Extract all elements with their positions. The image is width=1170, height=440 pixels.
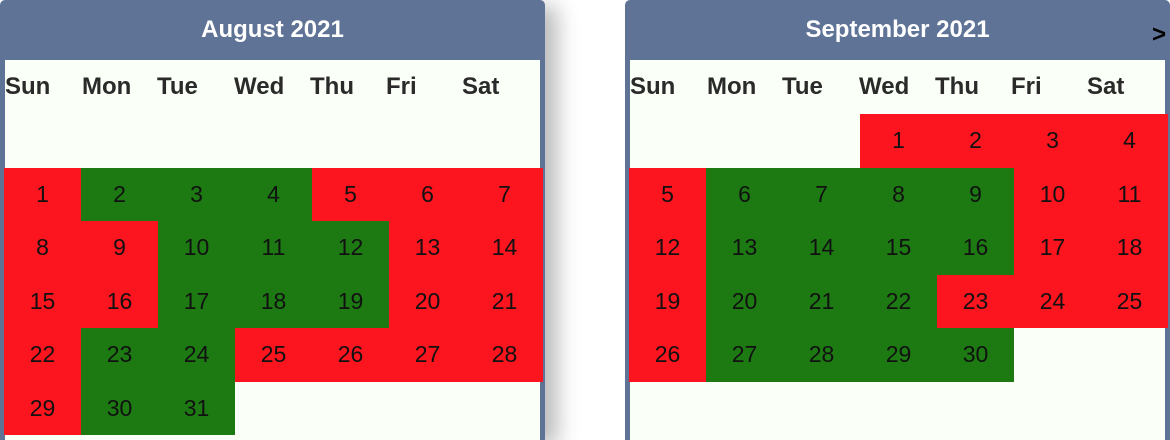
day-cell[interactable]: 6 — [389, 167, 466, 221]
month-title: August 2021 — [201, 16, 344, 43]
day-cell[interactable]: 1 — [860, 114, 937, 168]
weekday-header-2: Tue — [157, 73, 198, 100]
weekday-header-5: Fri — [386, 73, 417, 100]
day-cell[interactable]: 7 — [466, 167, 543, 221]
day-cell[interactable]: 5 — [629, 167, 706, 221]
day-cell[interactable]: 31 — [158, 381, 235, 435]
calendar-august: August 2021 Sun Mon Tue Wed Thu Fri Sat 1 2 3 4 5 6 7… — [0, 0, 545, 440]
weekday-header-0: Sun — [630, 73, 676, 100]
day-cell[interactable]: 2 — [81, 167, 158, 221]
day-cell[interactable]: 22 — [860, 274, 937, 328]
day-cell[interactable]: 3 — [1014, 114, 1091, 168]
next-month-button[interactable]: > — [1151, 21, 1166, 48]
day-cell[interactable]: 17 — [1014, 221, 1091, 275]
day-cell[interactable]: 12 — [312, 221, 389, 275]
weekday-header-5: Fri — [1011, 73, 1042, 100]
day-cell[interactable]: 10 — [1014, 167, 1091, 221]
day-cell[interactable]: 18 — [1091, 221, 1168, 275]
weekday-header-0: Sun — [5, 73, 51, 100]
day-cell[interactable]: 15 — [4, 274, 81, 328]
calendar-september: September 2021 > Sun Mon Tue Wed Thu Fri Sat 1 2… — [625, 0, 1170, 440]
day-cell[interactable]: 4 — [235, 167, 312, 221]
day-cell[interactable]: 2 — [937, 114, 1014, 168]
day-cell[interactable]: 4 — [1091, 114, 1168, 168]
day-cell[interactable]: 28 — [783, 328, 860, 382]
day-cell[interactable]: 15 — [860, 221, 937, 275]
day-cell[interactable]: 27 — [706, 328, 783, 382]
day-cell[interactable]: 8 — [4, 221, 81, 275]
day-cell[interactable]: 3 — [158, 167, 235, 221]
day-cell[interactable]: 23 — [81, 328, 158, 382]
calendar-grid: Sun Mon Tue Wed Thu Fri Sat 1 2 3 4 5 6 7 8 9 10 11 12 13 14… — [629, 60, 1168, 440]
day-cell[interactable]: 20 — [706, 274, 783, 328]
weekday-header-1: Mon — [707, 73, 757, 100]
day-cell[interactable]: 12 — [629, 221, 706, 275]
day-cell[interactable]: 30 — [81, 381, 158, 435]
day-cell[interactable]: 25 — [1091, 274, 1168, 328]
day-cell[interactable]: 14 — [466, 221, 543, 275]
day-cell[interactable]: 11 — [1091, 167, 1168, 221]
day-cell[interactable]: 26 — [312, 328, 389, 382]
weekday-header-1: Mon — [82, 73, 132, 100]
day-cell[interactable]: 9 — [937, 167, 1014, 221]
day-cell[interactable]: 27 — [389, 328, 466, 382]
day-cell[interactable]: 21 — [466, 274, 543, 328]
weekday-header-3: Wed — [234, 73, 285, 100]
day-cell[interactable]: 13 — [389, 221, 466, 275]
day-cell[interactable]: 25 — [235, 328, 312, 382]
day-cell[interactable]: 21 — [783, 274, 860, 328]
month-title: September 2021 — [805, 16, 990, 43]
day-cell[interactable]: 26 — [629, 328, 706, 382]
day-cell[interactable]: 18 — [235, 274, 312, 328]
day-cell[interactable]: 9 — [81, 221, 158, 275]
day-cell[interactable]: 30 — [937, 328, 1014, 382]
day-cell[interactable]: 16 — [81, 274, 158, 328]
day-cell[interactable]: 24 — [158, 328, 235, 382]
weekday-header-6: Sat — [1087, 73, 1125, 100]
day-cell[interactable]: 14 — [783, 221, 860, 275]
day-cell[interactable]: 29 — [4, 381, 81, 435]
weekday-header-4: Thu — [935, 73, 979, 100]
day-cell[interactable]: 24 — [1014, 274, 1091, 328]
day-cell[interactable]: 28 — [466, 328, 543, 382]
day-cell[interactable]: 8 — [860, 167, 937, 221]
day-cell[interactable]: 22 — [4, 328, 81, 382]
weekday-header-2: Tue — [782, 73, 823, 100]
day-cell[interactable]: 1 — [4, 167, 81, 221]
day-cell[interactable]: 16 — [937, 221, 1014, 275]
day-cell[interactable]: 11 — [235, 221, 312, 275]
day-cell[interactable]: 20 — [389, 274, 466, 328]
day-cell[interactable]: 19 — [312, 274, 389, 328]
day-cell[interactable]: 17 — [158, 274, 235, 328]
day-cell[interactable]: 13 — [706, 221, 783, 275]
weekday-header-4: Thu — [310, 73, 354, 100]
day-cell[interactable]: 19 — [629, 274, 706, 328]
weekday-header-6: Sat — [462, 73, 500, 100]
day-cell[interactable]: 5 — [312, 167, 389, 221]
day-cell[interactable]: 7 — [783, 167, 860, 221]
calendar-grid: Sun Mon Tue Wed Thu Fri Sat 1 2 3 4 5 6 7 8 9 10 11 12 13 14… — [4, 60, 543, 440]
day-cell[interactable]: 29 — [860, 328, 937, 382]
day-cell[interactable]: 10 — [158, 221, 235, 275]
weekday-header-3: Wed — [859, 73, 910, 100]
day-cell[interactable]: 23 — [937, 274, 1014, 328]
day-cell[interactable]: 6 — [706, 167, 783, 221]
